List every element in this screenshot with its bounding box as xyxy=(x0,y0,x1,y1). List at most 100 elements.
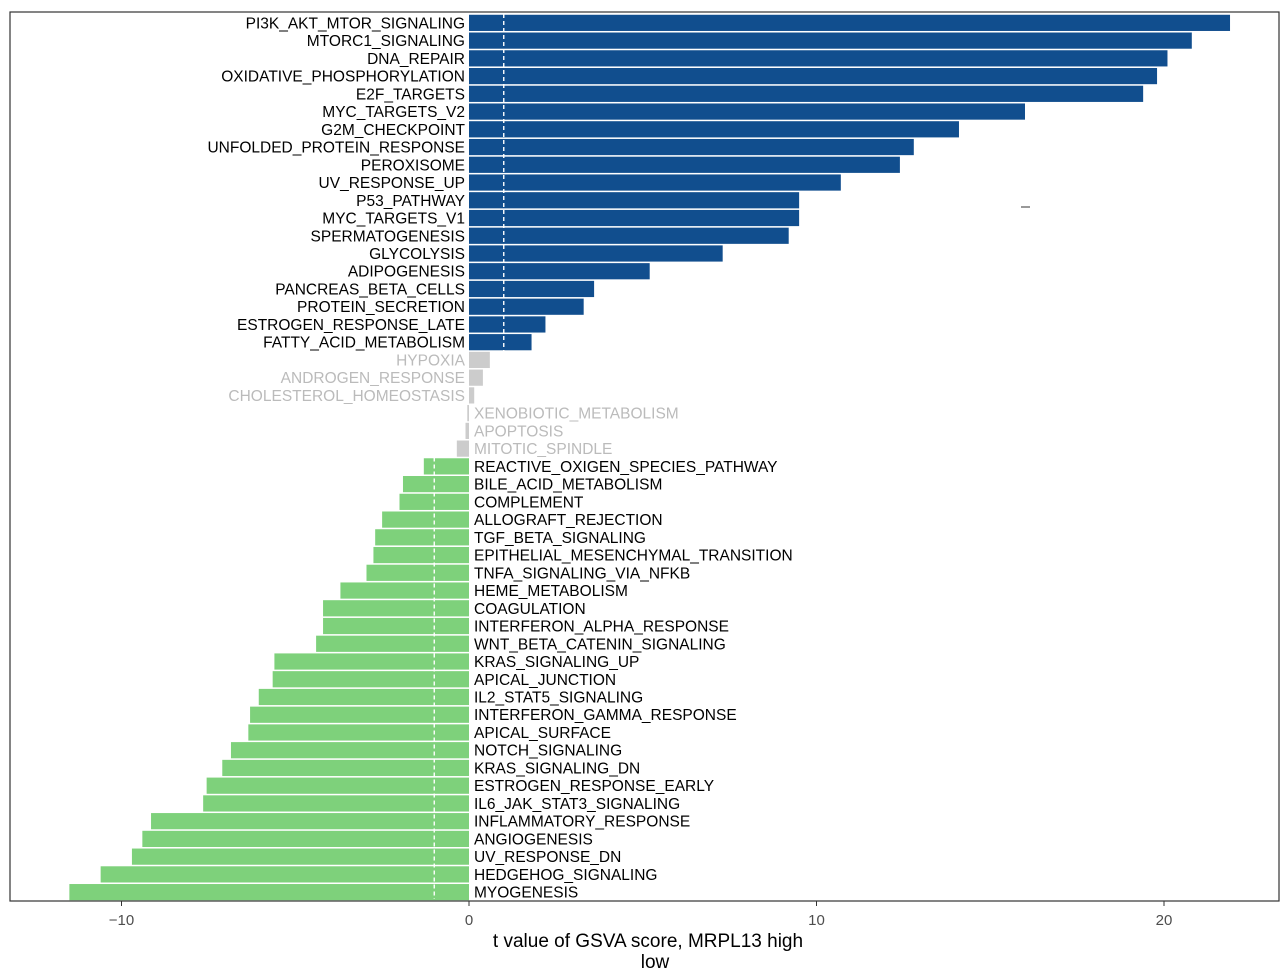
bar-myc-targets-v1 xyxy=(469,209,800,227)
bar-label: OXIDATIVE_PHOSPHORYLATION xyxy=(221,69,465,86)
bar-uv-response-up xyxy=(469,174,841,191)
bar-label: INFLAMMATORY_RESPONSE xyxy=(474,814,690,831)
bar-myc-targets-v2 xyxy=(469,103,1025,120)
bar-label: MTORC1_SIGNALING xyxy=(307,33,465,50)
bars-layer xyxy=(69,14,1231,901)
bar-wnt-beta-catenin-signaling xyxy=(316,635,469,652)
bar-label: MYOGENESIS xyxy=(474,885,578,902)
plot-panel-border xyxy=(9,11,1280,902)
bar-pi3k-akt-mtor-signaling xyxy=(469,14,1231,31)
bar-label: NOTCH_SIGNALING xyxy=(474,743,622,760)
bar-reactive-oxigen-species-pathway xyxy=(423,458,469,475)
bar-label: EPITHELIAL_MESENCHYMAL_TRANSITION xyxy=(474,548,793,565)
bar-label: P53_PATHWAY xyxy=(356,193,465,210)
bar-label: PEROXISOME xyxy=(361,157,465,174)
x-axis-title: t value of GSVA score, MRPL13 high xyxy=(493,931,803,952)
bar-label: ESTROGEN_RESPONSE_LATE xyxy=(237,317,465,334)
bar-label: ANGIOGENESIS xyxy=(474,831,593,848)
bar-estrogen-response-early xyxy=(206,777,469,794)
bar-p53-pathway xyxy=(469,192,800,209)
bar-label: IL6_JAK_STAT3_SIGNALING xyxy=(474,796,680,813)
bar-label: REACTIVE_OXIGEN_SPECIES_PATHWAY xyxy=(474,459,777,476)
bar-label: PANCREAS_BETA_CELLS xyxy=(275,281,465,298)
bar-label: PI3K_AKT_MTOR_SIGNALING xyxy=(246,15,465,32)
x-tick-label: 0 xyxy=(465,912,473,929)
bar-heme-metabolism xyxy=(340,582,469,599)
bar-labels: PI3K_AKT_MTOR_SIGNALINGMTORC1_SIGNALINGD… xyxy=(207,15,792,901)
bar-label: KRAS_SIGNALING_UP xyxy=(474,654,639,671)
bar-angiogenesis xyxy=(142,830,469,848)
bar-hedgehog-signaling xyxy=(100,866,470,883)
bar-label: COMPLEMENT xyxy=(474,494,584,511)
bar-tgf-beta-signaling xyxy=(375,529,469,546)
bar-e2f-targets xyxy=(469,85,1144,102)
threshold-lines xyxy=(433,14,505,899)
bar-label: ADIPOGENESIS xyxy=(348,264,465,281)
bar-apical-junction xyxy=(272,671,469,688)
bar-pancreas-beta-cells xyxy=(469,280,595,298)
bar-g2m-checkpoint xyxy=(469,121,959,138)
bar-label: UV_RESPONSE_UP xyxy=(319,175,465,192)
bar-epithelial-mesenchymal-transition xyxy=(373,546,469,564)
bar-uv-response-dn xyxy=(131,848,470,865)
bar-label: APOPTOSIS xyxy=(474,423,563,440)
x-tick-label: 10 xyxy=(808,912,825,929)
x-tick-label: 20 xyxy=(1156,912,1173,929)
bar-label: TNFA_SIGNALING_VIA_NFKB xyxy=(474,565,690,582)
bar-oxidative-phosphorylation xyxy=(469,67,1158,85)
bar-inflammatory-response xyxy=(151,813,469,830)
bar-label: INTERFERON_ALPHA_RESPONSE xyxy=(474,619,729,636)
bar-label: TGF_BETA_SIGNALING xyxy=(474,530,646,547)
bar-tnfa-signaling-via-nfkb xyxy=(366,564,469,581)
bar-label: DNA_REPAIR xyxy=(367,51,465,68)
bar-label: SPERMATOGENESIS xyxy=(311,228,465,245)
bar-myogenesis xyxy=(69,884,469,901)
bar-label: IL2_STAT5_SIGNALING xyxy=(474,689,643,706)
bar-unfolded-protein-response xyxy=(469,138,914,156)
bar-label: KRAS_SIGNALING_DN xyxy=(474,760,640,777)
bar-mitotic-spindle xyxy=(456,440,469,457)
bar-dna-repair xyxy=(469,50,1168,67)
bar-label: MITOTIC_SPINDLE xyxy=(474,441,612,458)
bar-label: ALLOGRAFT_REJECTION xyxy=(474,512,663,529)
bar-label: ESTROGEN_RESPONSE_EARLY xyxy=(474,778,714,795)
bar-peroxisome xyxy=(469,156,900,173)
bar-apical-surface xyxy=(248,724,469,741)
x-axis-title-line2: low xyxy=(641,952,670,969)
bar-coagulation xyxy=(323,600,469,617)
bar-label: HEDGEHOG_SIGNALING xyxy=(474,867,657,884)
bar-spermatogenesis xyxy=(469,227,789,244)
bar-label: XENOBIOTIC_METABOLISM xyxy=(474,406,679,423)
bar-label: HYPOXIA xyxy=(396,352,466,369)
bar-label: COAGULATION xyxy=(474,601,586,618)
bar-label: WNT_BETA_CATENIN_SIGNALING xyxy=(474,636,726,653)
bar-label: APICAL_JUNCTION xyxy=(474,672,616,689)
bar-allograft-rejection xyxy=(382,511,469,528)
bar-kras-signaling-up xyxy=(274,653,469,670)
bar-mtorc1-signaling xyxy=(469,32,1192,49)
bar-interferon-gamma-response xyxy=(250,706,469,723)
x-tick-label: −10 xyxy=(109,912,134,929)
bar-label: E2F_TARGETS xyxy=(356,86,465,103)
bar-interferon-alpha-response xyxy=(323,617,469,635)
x-axis: −10 0 10 20 xyxy=(109,901,1173,929)
bar-label: GLYCOLYSIS xyxy=(369,246,465,263)
bar-label: INTERFERON_GAMMA_RESPONSE xyxy=(474,707,737,724)
bar-label: G2M_CHECKPOINT xyxy=(321,122,465,139)
bar-cholesterol-homeostasis xyxy=(469,387,475,404)
bar-label: ANDROGEN_RESPONSE xyxy=(281,370,465,387)
bar-label: UV_RESPONSE_DN xyxy=(474,849,621,866)
bar-xenobiotic-metabolism xyxy=(467,405,469,422)
bar-notch-signaling xyxy=(230,742,469,759)
bar-label: PROTEIN_SECRETION xyxy=(297,299,465,316)
bar-label: HEME_METABOLISM xyxy=(474,583,628,600)
bar-label: MYC_TARGETS_V2 xyxy=(322,104,465,121)
bar-estrogen-response-late xyxy=(469,316,546,333)
bar-il2-stat5-signaling xyxy=(258,688,469,706)
bar-label: BILE_ACID_METABOLISM xyxy=(474,477,662,494)
bar-bile-acid-metabolism xyxy=(402,476,469,493)
bar-label: UNFOLDED_PROTEIN_RESPONSE xyxy=(207,140,465,157)
bar-adipogenesis xyxy=(469,263,650,280)
bar-androgen-response xyxy=(469,369,483,386)
bar-apoptosis xyxy=(465,422,469,439)
